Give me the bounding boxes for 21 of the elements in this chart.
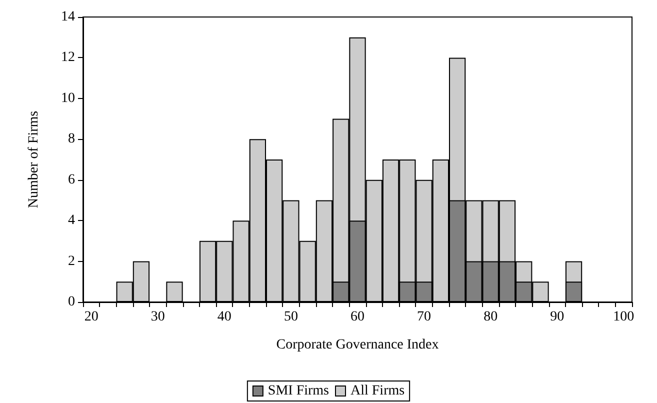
- x-tick-label: 40: [217, 310, 232, 324]
- y-tick-label: 8: [68, 132, 75, 147]
- x-axis-title: Corporate Governance Index: [276, 338, 439, 352]
- x-tick-label: 60: [350, 310, 364, 324]
- legend-label: All Firms: [350, 384, 405, 398]
- y-tick-label: 2: [68, 254, 75, 269]
- y-tick-label: 6: [68, 172, 75, 188]
- y-tick-label: 14: [61, 10, 75, 24]
- x-tick-label: 90: [550, 310, 564, 324]
- y-tick-label: 0: [68, 294, 75, 310]
- legend-label: SMI Firms: [268, 384, 330, 398]
- x-tick-label: 30: [150, 310, 165, 324]
- x-tick-label: 70: [417, 310, 432, 324]
- y-tick-label: 10: [61, 90, 75, 106]
- x-tick-label: 50: [284, 310, 298, 324]
- x-tick-label: 80: [484, 310, 498, 324]
- x-tick-label: 20: [84, 310, 98, 324]
- y-axis-title: Number of Firms: [26, 110, 42, 208]
- x-tick-label: 100: [613, 310, 634, 324]
- y-tick-label: 12: [61, 50, 75, 66]
- y-tick-label: 4: [68, 213, 75, 228]
